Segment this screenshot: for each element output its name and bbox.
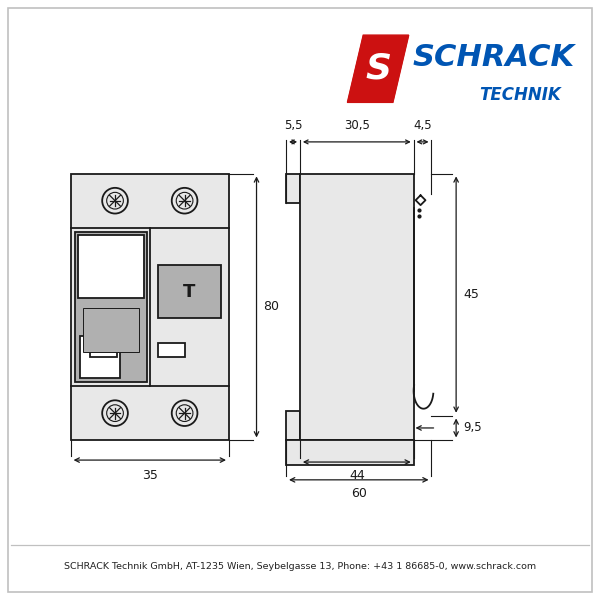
Bar xyxy=(77,235,144,298)
Bar xyxy=(71,173,229,440)
Bar xyxy=(158,343,185,357)
Text: 60: 60 xyxy=(351,487,367,500)
Text: 35: 35 xyxy=(142,469,158,482)
Text: T: T xyxy=(183,283,196,301)
Text: TECHNIK: TECHNIK xyxy=(479,86,561,104)
Bar xyxy=(75,232,147,382)
Text: 9,5: 9,5 xyxy=(463,421,482,434)
Text: SCHRACK Technik GmbH, AT-1235 Wien, Seybelgasse 13, Phone: +43 1 86685-0, www.sc: SCHRACK Technik GmbH, AT-1235 Wien, Seyb… xyxy=(64,562,536,571)
Text: 5,5: 5,5 xyxy=(284,119,302,132)
Bar xyxy=(158,265,221,319)
Polygon shape xyxy=(347,35,409,103)
Bar xyxy=(286,173,300,203)
Text: SCHRACK: SCHRACK xyxy=(413,43,575,72)
Bar xyxy=(90,343,118,357)
Bar xyxy=(300,173,413,440)
Bar xyxy=(286,410,300,440)
Text: 4,5: 4,5 xyxy=(413,119,432,132)
Text: 44: 44 xyxy=(349,469,365,482)
Text: 30,5: 30,5 xyxy=(344,119,370,132)
Bar xyxy=(286,440,413,465)
Bar xyxy=(80,336,120,378)
Text: S: S xyxy=(365,52,391,86)
Bar xyxy=(83,308,139,352)
Text: 45: 45 xyxy=(463,288,479,301)
Text: 80: 80 xyxy=(263,301,280,313)
